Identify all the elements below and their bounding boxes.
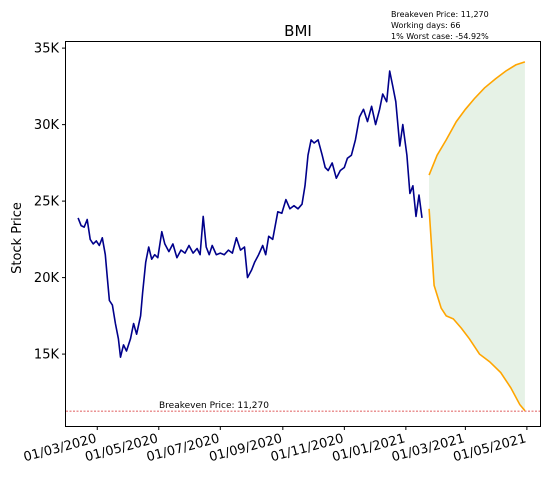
y-axis: 15K 20K 25K 30K 35K	[34, 42, 66, 363]
plot-frame	[65, 41, 541, 427]
y-tick-label: 20K	[34, 271, 60, 286]
y-axis-label: Stock Price	[10, 202, 25, 274]
note-working-days: Working days: 66	[391, 21, 460, 30]
y-tick-label: 25K	[34, 195, 60, 210]
projection-band	[429, 61, 525, 411]
note-worst-case: 1% Worst case: -54.92%	[391, 32, 489, 41]
y-tick-label: 30K	[34, 118, 60, 133]
y-tick-label: 15K	[34, 348, 60, 363]
y-tick-label: 35K	[34, 42, 60, 57]
plot-area	[66, 61, 540, 412]
price-history-line	[77, 70, 423, 358]
chart-title: BMI	[284, 22, 312, 40]
breakeven-label: Breakeven Price: 11,270	[159, 401, 269, 411]
note-breakeven: Breakeven Price: 11,270	[391, 10, 489, 19]
projection-lower-line	[428, 208, 526, 412]
projection-upper-line	[428, 61, 526, 176]
info-notes: Breakeven Price: 11,270 Working days: 66…	[391, 10, 489, 41]
